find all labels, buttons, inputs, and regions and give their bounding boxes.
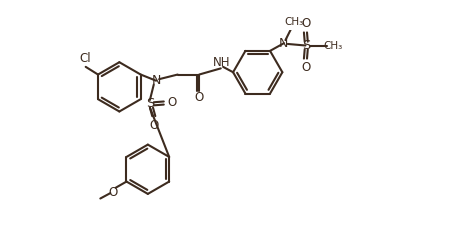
Text: S: S xyxy=(302,39,311,52)
Text: N: N xyxy=(152,74,161,87)
Text: Cl: Cl xyxy=(80,52,91,64)
Text: CH₃: CH₃ xyxy=(324,41,343,51)
Text: O: O xyxy=(167,96,177,109)
Text: CH₃: CH₃ xyxy=(284,17,304,27)
Text: O: O xyxy=(302,17,311,30)
Text: O: O xyxy=(149,119,159,132)
Text: O: O xyxy=(108,186,117,199)
Text: NH: NH xyxy=(213,56,230,69)
Text: S: S xyxy=(146,97,155,110)
Text: O: O xyxy=(194,91,204,104)
Text: O: O xyxy=(302,61,311,73)
Text: N: N xyxy=(279,37,289,50)
